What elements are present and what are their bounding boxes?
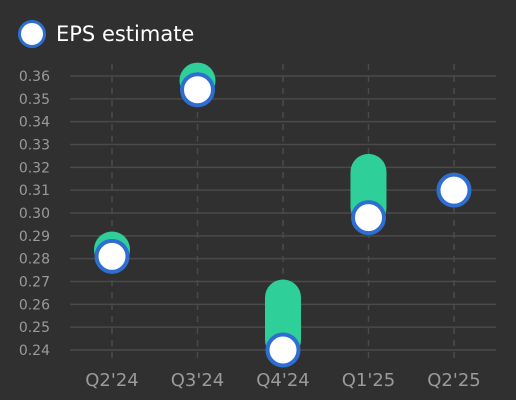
- x-tick-label: Q4'24: [256, 370, 309, 391]
- y-tick-label: 0.27: [19, 275, 50, 291]
- legend: EPS estimate: [18, 20, 194, 48]
- y-tick-label: 0.31: [19, 183, 50, 199]
- x-tick-label: Q1'25: [342, 370, 395, 391]
- y-tick-label: 0.25: [19, 320, 50, 336]
- y-tick-label: 0.36: [19, 69, 50, 85]
- y-tick-label: 0.29: [19, 229, 50, 245]
- y-tick-label: 0.26: [19, 297, 50, 313]
- y-tick-label: 0.24: [19, 343, 50, 359]
- legend-marker-icon: [18, 20, 46, 48]
- x-axis-ticks: Q2'24 Q3'24 Q4'24 Q1'25 Q2'25: [85, 370, 480, 391]
- estimate-range-bars: [94, 62, 387, 358]
- x-tick-label: Q2'25: [427, 370, 480, 391]
- eps-estimate-point: [94, 238, 130, 274]
- legend-label: EPS estimate: [56, 22, 195, 46]
- y-tick-label: 0.33: [19, 138, 50, 154]
- y-tick-label: 0.32: [19, 160, 50, 176]
- eps-estimate-point: [265, 332, 301, 368]
- y-tick-label: 0.35: [19, 92, 50, 108]
- eps-estimate-point: [351, 200, 386, 236]
- y-tick-label: 0.30: [19, 206, 50, 222]
- y-tick-label: 0.34: [19, 115, 50, 131]
- eps-estimate-point: [180, 72, 215, 108]
- y-tick-label: 0.28: [19, 252, 50, 268]
- eps-estimate-point: [436, 172, 472, 208]
- y-axis-ticks: 0.24 0.25 0.26 0.27 0.28 0.29 0.30 0.31 0.32 0.33…: [19, 69, 50, 359]
- grid-layer: [70, 64, 496, 360]
- eps-estimate-points: [94, 72, 472, 368]
- x-tick-label: Q2'24: [85, 370, 138, 391]
- x-tick-label: Q3'24: [171, 370, 224, 391]
